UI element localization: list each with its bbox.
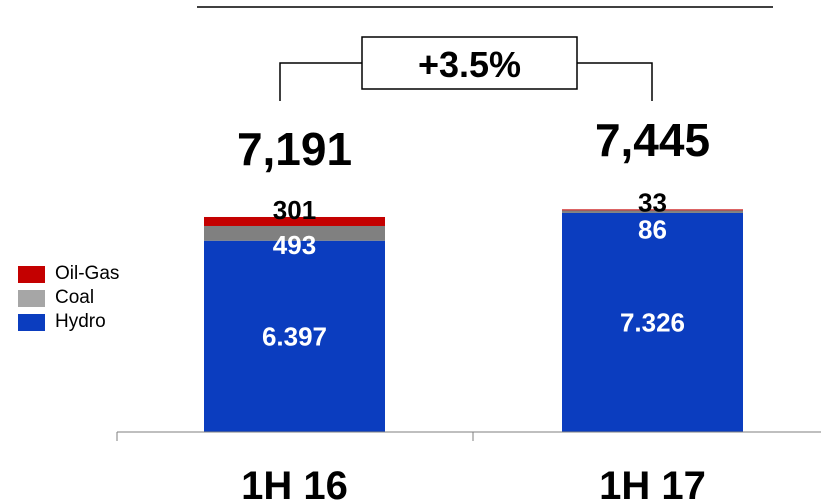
x-axis: 1H 16 1H 17 [116, 431, 821, 504]
legend-item-coal: Coal [18, 286, 119, 310]
legend: Oil-Gas Coal Hydro [18, 262, 119, 334]
value-label-coal-1: 493 [273, 230, 316, 260]
category-label-1: 1H 16 [241, 464, 348, 504]
total-label-2: 7,445 [595, 114, 710, 166]
bracket-right [577, 62, 653, 101]
bar-segment-coal-2 [562, 210, 743, 213]
value-label-oil-gas-2: 33 [638, 187, 667, 217]
change-bracket: +3.5% [279, 36, 653, 101]
bar-segment-oil-gas-1 [204, 216, 385, 226]
legend-swatch-hydro [18, 313, 45, 331]
bar-segment-coal-1 [204, 225, 385, 241]
legend-label-oil-gas: Oil-Gas [55, 263, 120, 284]
legend-label-hydro: Hydro [55, 311, 106, 332]
value-label-oil-gas-1: 301 [273, 195, 316, 225]
legend-label-coal: Coal [55, 287, 95, 308]
bar-segment-oil-gas-2 [562, 209, 743, 211]
value-label-coal-2: 86 [638, 214, 667, 244]
value-label-hydro-2: 7.326 [620, 307, 685, 337]
bar-segment-hydro-1 [204, 240, 385, 432]
total-label-1: 7,191 [237, 123, 352, 175]
legend-swatch-oil-gas [18, 265, 45, 283]
value-label-hydro-1: 6.397 [262, 321, 327, 351]
change-label: +3.5% [418, 44, 521, 85]
bracket-left [279, 62, 362, 101]
legend-item-hydro: Hydro [18, 310, 119, 334]
legend-swatch-coal [18, 289, 45, 307]
category-label-2: 1H 17 [599, 464, 706, 504]
change-box [361, 36, 578, 90]
legend-item-oil-gas: Oil-Gas [18, 262, 119, 286]
bar-segment-hydro-2 [562, 212, 743, 432]
